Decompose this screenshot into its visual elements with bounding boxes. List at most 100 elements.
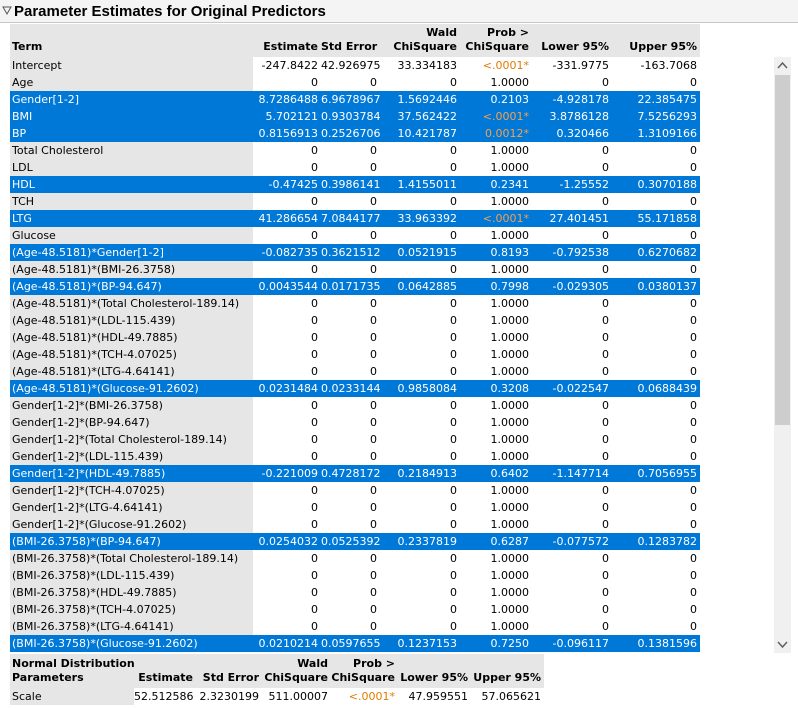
cell-value: 0 (602, 331, 609, 344)
scroll-thumb[interactable] (775, 75, 790, 425)
row-term: (Age-48.5181)*(Glucose-91.2602) (12, 382, 199, 395)
column-header: Wald (297, 657, 328, 670)
cell-value: 0.0688439 (637, 382, 698, 395)
cell-value: 41.286654 (258, 212, 319, 225)
cell-value: 0.0012* (485, 127, 529, 140)
cell-value: -0.077572 (552, 535, 609, 548)
row-term: (Age-48.5181)*Gender[1-2] (12, 246, 164, 259)
cell-value: 0 (311, 501, 318, 514)
cell-value: 0 (311, 76, 318, 89)
cell-value: 0 (690, 450, 697, 463)
cell-value: 0 (450, 484, 457, 497)
cell-value: 1.0000 (490, 297, 530, 310)
cell-value: <.0001* (348, 690, 395, 703)
cell-value: 1.0000 (490, 399, 530, 412)
scrollbar[interactable] (774, 57, 791, 653)
cell-value: <.0001* (482, 59, 529, 72)
cell-value: 0 (602, 518, 609, 531)
table-row[interactable] (10, 533, 700, 550)
row-term: (Age-48.5181)*(LTG-4.64141) (12, 365, 175, 378)
cell-value: 8.7286488 (258, 93, 319, 106)
cell-value: 0 (690, 195, 697, 208)
outline-header[interactable]: Parameter Estimates for Original Predict… (0, 0, 798, 23)
cell-value: 2.3230199 (199, 690, 260, 703)
cell-value: 0.0210214 (258, 637, 319, 650)
cell-value: 22.385475 (637, 93, 698, 106)
row-term: (BMI-26.3758)*(Glucose-91.2602) (12, 637, 198, 650)
table-row[interactable] (10, 91, 700, 108)
table-row[interactable] (10, 176, 700, 193)
column-header: Wald (426, 26, 457, 39)
cell-value: 0 (311, 195, 318, 208)
table-row[interactable] (10, 125, 700, 142)
cell-value: 0 (311, 620, 318, 633)
cell-value: 0 (450, 416, 457, 429)
cell-value: 0.0043544 (258, 280, 319, 293)
cell-value: 0 (311, 518, 318, 531)
row-term: Gender[1-2] (12, 93, 80, 106)
cell-value: 1.5692446 (397, 93, 458, 106)
cell-value: 0 (450, 603, 457, 616)
cell-value: -1.25552 (559, 178, 609, 191)
cell-value: 0 (370, 552, 377, 565)
cell-value: 0.0521915 (397, 246, 458, 259)
cell-value: 0.8156913 (258, 127, 319, 140)
cell-value: 0.0254032 (258, 535, 319, 548)
cell-value: 0 (311, 229, 318, 242)
table-row[interactable] (10, 380, 700, 397)
cell-value: 0 (311, 416, 318, 429)
table-row[interactable] (10, 210, 700, 227)
cell-value: 0 (450, 76, 457, 89)
cell-value: 0.2337819 (397, 535, 458, 548)
cell-value: -247.8422 (261, 59, 318, 72)
row-term: HDL (12, 178, 35, 191)
cell-value: 0.9303784 (321, 110, 381, 123)
column-header: Estimate (138, 671, 193, 684)
cell-value: 5.702121 (265, 110, 319, 123)
cell-value: 1.0000 (490, 331, 530, 344)
cell-value: 0 (311, 331, 318, 344)
cell-value: 0 (602, 586, 609, 599)
cell-value: 0.6287 (490, 535, 530, 548)
disclosure-icon[interactable] (2, 6, 12, 16)
row-term: LTG (12, 212, 32, 225)
column-header: ChiSquare (264, 671, 328, 684)
cell-value: 0 (602, 365, 609, 378)
cell-value: 57.065621 (481, 690, 542, 703)
row-term: Glucose (12, 229, 56, 242)
cell-value: 0 (370, 297, 377, 310)
cell-value: 0 (370, 603, 377, 616)
row-term: (Age-48.5181)*(HDL-49.7885) (12, 331, 178, 344)
cell-value: <.0001* (482, 110, 529, 123)
cell-value: -0.096117 (552, 637, 609, 650)
cell-value: 0.3208 (490, 382, 530, 395)
cell-value: 0 (311, 365, 318, 378)
table-row[interactable] (10, 465, 700, 482)
cell-value: 511.00007 (268, 690, 329, 703)
cell-value: 0 (450, 314, 457, 327)
cell-value: 1.0000 (490, 161, 530, 174)
column-header: Std Error (202, 671, 259, 684)
table-row[interactable] (10, 635, 700, 652)
row-term: Total Cholesterol (12, 144, 104, 157)
cell-value: 0 (311, 144, 318, 157)
cell-value: 0 (311, 314, 318, 327)
row-term: TCH (12, 195, 35, 208)
cell-value: -331.9775 (552, 59, 609, 72)
cell-value: 0.2341 (490, 178, 530, 191)
column-header: ChiSquare (331, 671, 395, 684)
cell-value: 0.7998 (490, 280, 530, 293)
row-term: Scale (12, 690, 42, 703)
cell-value: 0.3070188 (637, 178, 698, 191)
cell-value: 0 (370, 416, 377, 429)
cell-value: 1.0000 (490, 144, 530, 157)
cell-value: 0 (690, 331, 697, 344)
table-row[interactable] (10, 108, 700, 125)
cell-value: 0.8193 (490, 246, 530, 259)
cell-value: 0 (370, 484, 377, 497)
row-term: (BMI-26.3758)*(LTG-4.64141) (12, 620, 174, 633)
title: Parameter Estimates for Original Predict… (14, 3, 326, 20)
table-row[interactable] (10, 278, 700, 295)
cell-value: 0.6270682 (637, 246, 698, 259)
table-row[interactable] (10, 244, 700, 261)
